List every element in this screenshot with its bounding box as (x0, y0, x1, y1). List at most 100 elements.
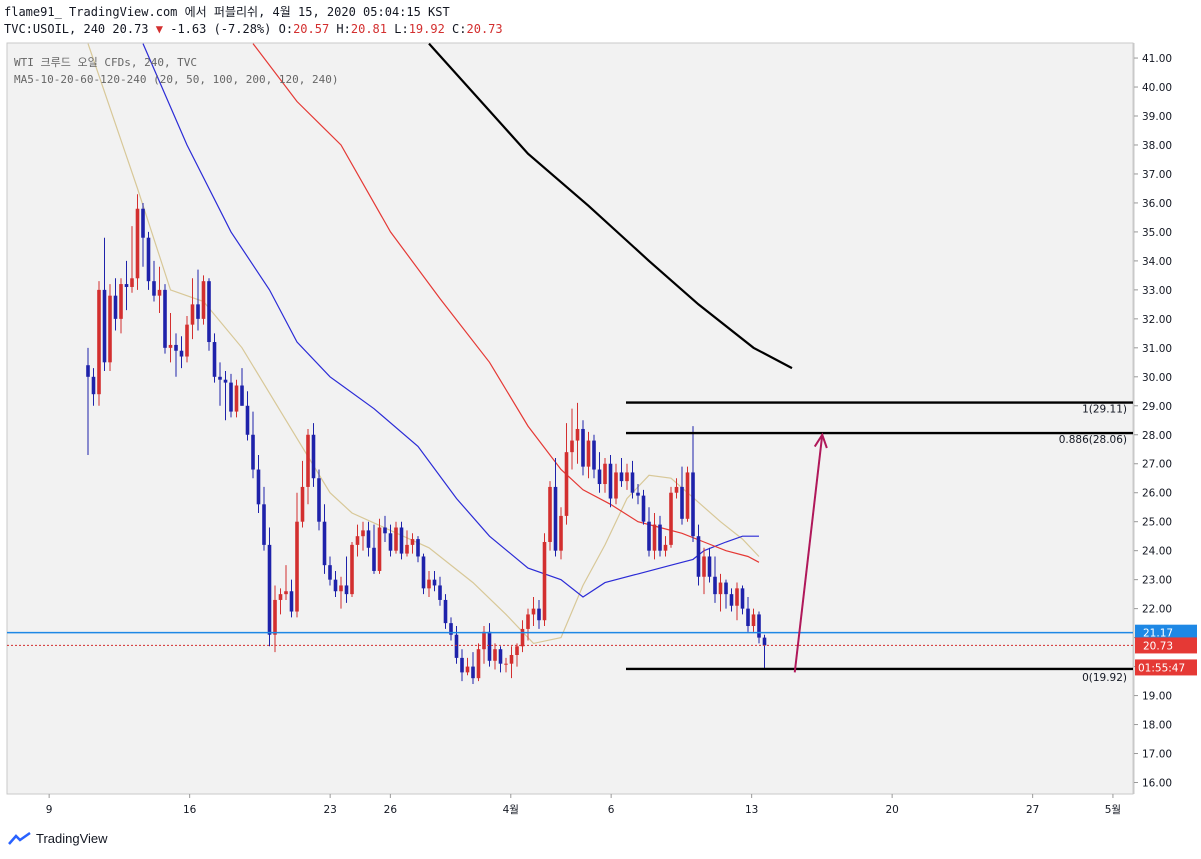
candle-body (278, 594, 283, 600)
open-value: 20.57 (293, 22, 330, 36)
candle-body (586, 440, 591, 467)
time-tick-label: 5월 (1105, 804, 1121, 816)
candle-body (438, 585, 442, 600)
ma-100-line (252, 43, 760, 563)
candle-body (707, 556, 712, 577)
candle-body (647, 521, 651, 551)
candle-body (487, 631, 492, 661)
time-tick-label: 16 (183, 804, 197, 816)
candle-body (652, 524, 657, 551)
candle-body (174, 344, 178, 351)
plot-area[interactable] (6, 42, 1134, 795)
candle-body (146, 237, 151, 282)
open-label: O: (278, 22, 294, 36)
time-tick-label: 13 (745, 804, 758, 816)
candle-body (636, 492, 640, 496)
time-tick-label: 26 (384, 804, 398, 816)
candle-body (427, 579, 431, 589)
candle-body (91, 376, 96, 395)
candle-body (207, 281, 211, 343)
candle-body (658, 524, 662, 551)
brand[interactable]: TradingView (8, 831, 108, 846)
candle-body (113, 295, 118, 319)
candle-body (229, 382, 233, 412)
candle-body (328, 565, 332, 580)
brand-name: TradingView (36, 831, 108, 846)
candle-body (630, 472, 635, 493)
forecast-arrow-line (793, 434, 824, 673)
fib-level-label: 0.886(28.06) (1059, 434, 1127, 446)
publish-line: flame91_ TradingView.com 에서 퍼블리쉬, 4월 15,… (4, 5, 450, 19)
price-axis[interactable]: 16.0017.0018.0019.0020.0021.0022.0023.00… (1133, 43, 1172, 794)
close-value: 20.73 (466, 22, 503, 36)
ma-200-line (428, 42, 793, 370)
candle-body (267, 544, 272, 635)
candle-body (344, 585, 349, 595)
candle-body (449, 623, 453, 635)
price-tick-label: 38.00 (1142, 140, 1172, 152)
candle-body (339, 585, 343, 592)
candle-body (531, 608, 536, 615)
candle-body (355, 536, 360, 545)
countdown-badge (1135, 659, 1197, 676)
change-text: -1.63 (-7.28%) (170, 22, 272, 36)
candle-body (537, 608, 541, 621)
candle-body (196, 304, 200, 319)
close-label: C: (452, 22, 467, 36)
candle-body (597, 469, 602, 485)
candle-body (471, 666, 475, 679)
candle-body (762, 637, 767, 646)
candle-body (168, 344, 173, 348)
price-tick-label: 17.00 (1142, 749, 1172, 761)
candle-body (619, 472, 624, 482)
candle-body (234, 385, 239, 412)
candle-body (223, 379, 228, 383)
candles (86, 194, 767, 684)
symbol-label: TVC:USOIL, 240 (4, 22, 106, 36)
time-tick-label: 4월 (503, 804, 519, 816)
chart-header: flame91_ TradingView.com 에서 퍼블리쉬, 4월 15,… (4, 4, 503, 38)
candle-body (746, 608, 750, 627)
legend-title: WTI 크루드 오일 CFDs, 240, TVC (14, 55, 197, 69)
candle-body (256, 469, 261, 505)
price-tick-label: 22.00 (1142, 604, 1172, 616)
candle-body (86, 365, 90, 377)
candle-body (322, 521, 327, 566)
candle-body (696, 536, 701, 577)
price-tick-label: 31.00 (1142, 343, 1172, 355)
candle-body (504, 663, 508, 665)
candle-body (718, 582, 723, 595)
candle-body (421, 556, 426, 589)
candle-body (190, 304, 195, 325)
price-tick-label: 18.00 (1142, 720, 1172, 732)
price-tick-label: 40.00 (1142, 82, 1172, 94)
candle-body (674, 486, 679, 493)
high-value: 20.81 (350, 22, 387, 36)
candle-body (476, 649, 481, 679)
candle-body (377, 527, 382, 571)
candle-body (663, 544, 668, 551)
candle-body (553, 486, 558, 551)
time-axis[interactable]: 9 16 23 26 4월 6 13 20 27 5월 (46, 794, 1121, 816)
candle-body (669, 492, 673, 545)
price-tick-label: 33.00 (1142, 285, 1172, 297)
candle-body (366, 530, 371, 548)
candle-body (614, 472, 618, 499)
candle-body (141, 208, 145, 238)
candle-body (300, 486, 305, 522)
candle-body (432, 579, 437, 586)
candle-body (245, 405, 250, 435)
candle-body (526, 614, 530, 629)
candle-body (306, 434, 310, 487)
price-tick-label: 24.00 (1142, 546, 1172, 558)
candle-body (729, 594, 734, 606)
price-tick-label: 41.00 (1142, 53, 1172, 65)
candle-body (740, 588, 745, 609)
candle-body (394, 527, 398, 551)
candle-body (680, 486, 684, 519)
candle-body (163, 289, 167, 348)
candle-body (724, 582, 728, 595)
candle-body (498, 649, 503, 664)
time-tick-label: 27 (1026, 804, 1039, 816)
